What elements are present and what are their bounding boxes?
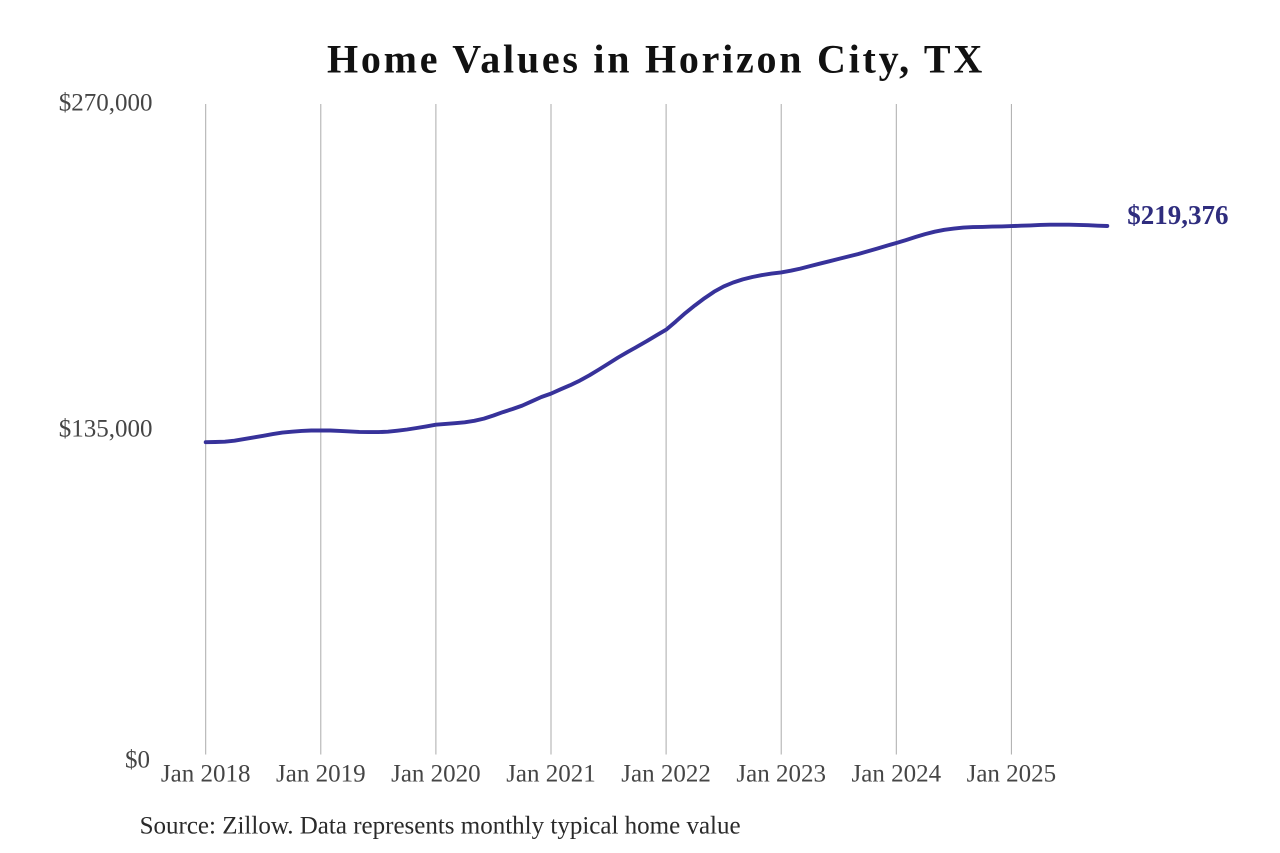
svg-text:Jan 2023: Jan 2023	[736, 761, 826, 788]
svg-text:$0: $0	[125, 746, 150, 773]
svg-text:Home Values in Horizon City, T: Home Values in Horizon City, TX	[327, 37, 985, 82]
svg-text:$270,000: $270,000	[59, 89, 153, 116]
svg-text:Jan 2025: Jan 2025	[967, 761, 1057, 788]
svg-text:Jan 2020: Jan 2020	[391, 761, 481, 788]
svg-text:Jan 2022: Jan 2022	[621, 761, 711, 788]
svg-text:$135,000: $135,000	[59, 416, 153, 443]
svg-text:Jan 2019: Jan 2019	[276, 761, 366, 788]
svg-text:Source: Zillow. Data represent: Source: Zillow. Data represents monthly …	[140, 813, 741, 840]
svg-text:Jan 2024: Jan 2024	[852, 761, 942, 788]
svg-text:Jan 2021: Jan 2021	[506, 761, 596, 788]
svg-text:$219,376: $219,376	[1127, 200, 1228, 230]
svg-text:Jan 2018: Jan 2018	[161, 761, 251, 788]
